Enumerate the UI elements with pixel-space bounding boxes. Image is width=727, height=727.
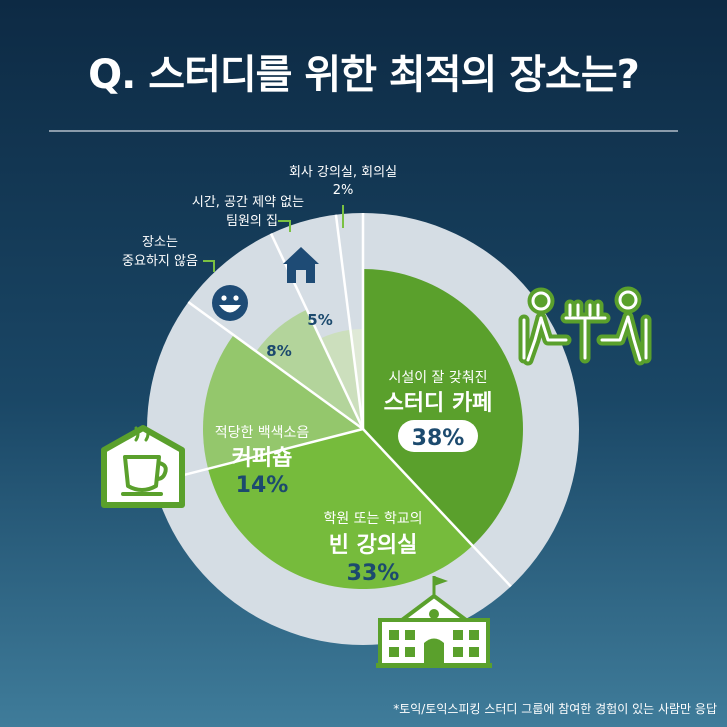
slice-label-main-cafe: 스터디 카페 [384,391,493,416]
leader-line-house [278,220,291,232]
leader-line-none [203,260,215,272]
slice-separator [362,428,512,588]
house-icon [283,247,319,283]
smiley-icon [212,285,248,321]
pie-slices [153,213,524,589]
school-icon [376,576,492,668]
footnote: *토익/토익스피킹 스터디 그룹에 참여한 경험이 있는 사람만 응답 [393,702,717,716]
slice-label-main-lecture: 빈 강의실 [329,533,418,558]
slice-label-none-line2: 중요하지 않음 [122,254,198,269]
title-divider [49,130,678,132]
slice-value-none: 8% [266,342,291,360]
slice-separator [269,233,365,430]
slice-separator [153,427,364,484]
slice-label-house-line2: 팀원의 집 [226,214,278,229]
coffee-cup-icon [101,425,185,508]
pie-slice-coffee [202,334,363,469]
slice-value-coffee: 14% [236,473,289,498]
slice-label-top-lecture: 학원 또는 학교의 [323,511,422,527]
slice-label-top-coffee: 적당한 백색소음 [215,425,310,441]
slice-label-office: 회사 강의실, 회의실 [289,165,397,180]
slice-value-cafe: 38% [412,426,465,451]
slice-label-top-cafe: 시설이 잘 갖춰진 [388,370,487,386]
slice-value-office: 2% [333,183,354,198]
slice-separator [334,214,365,430]
slice-separator [187,301,364,431]
pie-slice-cafe [363,269,524,546]
page-title: Q. 스터디를 위한 최적의 장소는? [88,52,640,98]
slice-label-main-coffee: 커피숍 [232,446,293,471]
slice-value-lecture: 33% [347,561,400,586]
pie-slice-lecture [208,429,473,589]
slice-label-house-line1: 시간, 공간 제약 없는 [192,195,304,210]
study-cafe-icon [518,286,652,366]
slice-label-none-line1: 장소는 [142,235,178,250]
value-pill-cafe [398,420,478,452]
slice-value-house: 5% [307,311,332,329]
pie-slice-none [256,309,363,429]
